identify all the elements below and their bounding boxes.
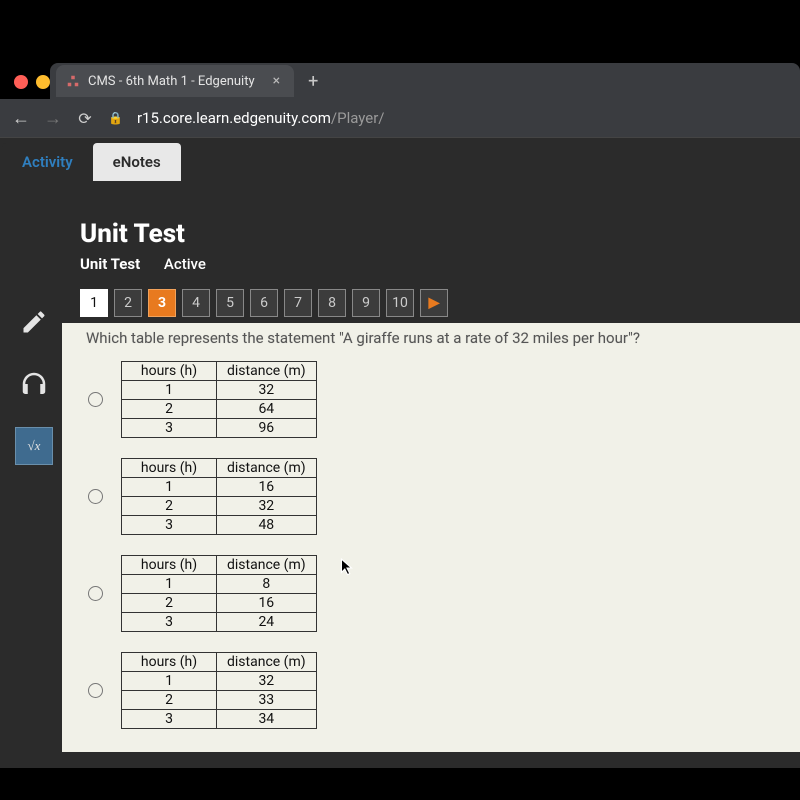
pencil-tool-icon[interactable] (15, 303, 53, 341)
content-area: Unit Test Unit Test Active 1 2 3 4 5 6 7… (0, 181, 800, 768)
answer-option-a[interactable]: hours (h) distance (m) 132 264 396 (88, 361, 800, 438)
table-row: 18 (122, 575, 317, 594)
table-row: 348 (122, 516, 317, 535)
table-row: 233 (122, 691, 317, 710)
question-nav-5[interactable]: 5 (216, 289, 244, 317)
question-nav: 1 2 3 4 5 6 7 8 9 10 ▶ (0, 283, 800, 323)
formula-tool-icon[interactable]: √x (15, 427, 53, 465)
next-question-button[interactable]: ▶ (420, 289, 448, 317)
browser-tab-title: CMS - 6th Math 1 - Edgenuity (88, 74, 255, 89)
table-c: hours (h) distance (m) 18 216 324 (121, 555, 317, 632)
back-button[interactable]: ← (12, 108, 30, 129)
radio-c[interactable] (88, 586, 103, 601)
page-title: Unit Test (80, 219, 800, 249)
new-tab-button[interactable]: + (308, 71, 318, 92)
minimize-window-button[interactable] (36, 75, 50, 89)
table-row: 264 (122, 400, 317, 419)
lesson-header: Unit Test Unit Test Active (0, 181, 800, 283)
close-window-button[interactable] (14, 75, 28, 89)
table-a: hours (h) distance (m) 132 264 396 (121, 361, 317, 438)
answer-option-c[interactable]: hours (h) distance (m) 18 216 324 (88, 555, 800, 632)
question-nav-9[interactable]: 9 (352, 289, 380, 317)
col-hours: hours (h) (122, 362, 217, 381)
radio-b[interactable] (88, 489, 103, 504)
browser-tabstrip: CMS - 6th Math 1 - Edgenuity × + (50, 63, 800, 99)
question-prompt: Which table represents the statement "A … (62, 329, 800, 355)
question-nav-4[interactable]: 4 (182, 289, 210, 317)
table-d: hours (h) distance (m) 132 233 334 (121, 652, 317, 729)
tool-sidebar: √x (10, 303, 58, 465)
question-nav-3[interactable]: 3 (148, 289, 176, 317)
answer-option-d[interactable]: hours (h) distance (m) 132 233 334 (88, 652, 800, 729)
url-text[interactable]: r15.core.learn.edgenuity.com/Player/ (137, 109, 385, 127)
app-tabbar: Activity eNotes (0, 137, 800, 181)
answer-options: hours (h) distance (m) 132 264 396 hours… (62, 355, 800, 729)
table-b: hours (h) distance (m) 116 232 348 (121, 458, 317, 535)
table-row: 396 (122, 419, 317, 438)
question-nav-6[interactable]: 6 (250, 289, 278, 317)
question-nav-10[interactable]: 10 (386, 289, 414, 317)
question-nav-8[interactable]: 8 (318, 289, 346, 317)
browser-urlbar: ← → ⟳ 🔒 r15.core.learn.edgenuity.com/Pla… (0, 99, 800, 137)
headphones-tool-icon[interactable] (15, 365, 53, 403)
radio-a[interactable] (88, 392, 103, 407)
table-row: 232 (122, 497, 317, 516)
close-tab-icon[interactable]: × (273, 73, 280, 89)
table-row: 216 (122, 594, 317, 613)
site-favicon-icon (66, 74, 80, 88)
question-panel: Which table represents the statement "A … (62, 323, 800, 752)
answer-option-b[interactable]: hours (h) distance (m) 116 232 348 (88, 458, 800, 535)
table-row: 132 (122, 672, 317, 691)
radio-d[interactable] (88, 683, 103, 698)
question-nav-1[interactable]: 1 (80, 289, 108, 317)
question-nav-2[interactable]: 2 (114, 289, 142, 317)
question-nav-7[interactable]: 7 (284, 289, 312, 317)
table-row: 324 (122, 613, 317, 632)
table-row: 132 (122, 381, 317, 400)
table-row: 116 (122, 478, 317, 497)
tab-enotes[interactable]: eNotes (93, 143, 181, 181)
browser-tab[interactable]: CMS - 6th Math 1 - Edgenuity × (56, 65, 294, 97)
forward-button: → (44, 108, 62, 129)
col-distance: distance (m) (217, 362, 317, 381)
url-path: /Player/ (331, 109, 385, 127)
tab-activity[interactable]: Activity (2, 143, 93, 181)
lock-icon: 🔒 (108, 111, 123, 125)
table-row: 334 (122, 710, 317, 729)
lesson-status: Active (164, 255, 206, 273)
url-host: r15.core.learn.edgenuity.com (137, 109, 331, 127)
lesson-subtitle: Unit Test (80, 255, 140, 273)
reload-button[interactable]: ⟳ (76, 109, 94, 128)
